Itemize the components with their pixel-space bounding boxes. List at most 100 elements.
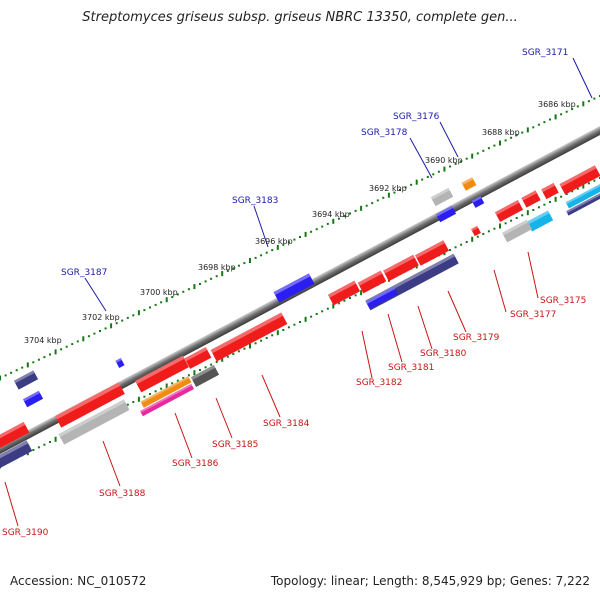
minor-tick [232, 353, 235, 355]
gene-forward-blue[interactable] [471, 196, 485, 208]
minor-tick [32, 361, 35, 364]
gene-sgr3186[interactable] [139, 383, 195, 417]
gene-orange[interactable] [140, 376, 192, 408]
callout-sgr3181 [387, 313, 403, 363]
gene-sgr3171[interactable] [559, 165, 600, 195]
gene-label-sgr3176[interactable]: SGR_3176 [393, 112, 440, 122]
gene-reverse[interactable] [494, 200, 524, 222]
minor-tick [154, 303, 157, 306]
gene-label-sgr3175[interactable]: SGR_3175 [540, 296, 586, 306]
minor-tick [337, 302, 340, 305]
gene-reverse[interactable] [521, 190, 541, 208]
gene-sgr3184[interactable] [210, 312, 288, 362]
minor-tick [565, 193, 568, 195]
minor-tick [465, 241, 468, 243]
gene-forward-small[interactable] [115, 358, 125, 368]
gene-reverse[interactable] [135, 355, 189, 393]
minor-tick [143, 309, 146, 312]
gene-label-sgr3181[interactable]: SGR_3181 [388, 363, 434, 373]
minor-tick [510, 136, 513, 139]
minor-tick [593, 97, 596, 100]
gene-label-sgr3184[interactable]: SGR_3184 [263, 419, 310, 429]
gene-label-sgr3171[interactable]: SGR_3171 [522, 48, 568, 58]
gene-reverse[interactable] [184, 347, 212, 369]
minor-tick [149, 306, 151, 309]
gene-label-sgr3179[interactable]: SGR_3179 [453, 333, 500, 343]
gene-sgr3177[interactable] [502, 219, 532, 243]
gene-cyan[interactable] [565, 183, 600, 209]
major-tick [54, 436, 57, 442]
minor-tick [260, 254, 263, 257]
minor-tick [421, 178, 424, 181]
minor-tick [65, 345, 68, 348]
minor-tick [354, 209, 357, 212]
minor-tick [215, 361, 218, 363]
minor-tick [543, 121, 546, 124]
gene-sgr3183[interactable] [273, 273, 315, 303]
gene-navy[interactable] [566, 192, 600, 216]
gene-reverse[interactable] [0, 421, 30, 453]
minor-tick [376, 199, 379, 202]
minor-tick [154, 390, 157, 393]
gene-sgr3188[interactable] [58, 399, 130, 445]
gene-label-sgr3187[interactable]: SGR_3187 [61, 268, 107, 278]
gene-navy[interactable] [13, 370, 39, 390]
gene-label-sgr3183[interactable]: SGR_3183 [232, 196, 278, 206]
genome-map[interactable]: 3686 kbp 3688 kbp 3690 kbp 3692 kbp 3694… [0, 0, 600, 560]
minor-tick [199, 369, 201, 371]
gene-label-sgr3177[interactable]: SGR_3177 [510, 310, 556, 320]
minor-tick [476, 235, 479, 238]
minor-tick [515, 134, 518, 137]
gene-track [0, 165, 600, 472]
gene-sgr3176[interactable] [461, 177, 477, 191]
gene-label-sgr3178[interactable]: SGR_3178 [361, 128, 408, 138]
major-tick [137, 396, 140, 402]
major-tick [526, 210, 529, 216]
minor-tick [482, 233, 485, 235]
major-tick [276, 330, 279, 336]
minor-tick [349, 212, 351, 215]
minor-tick [349, 297, 351, 299]
gene-label-sgr3186[interactable]: SGR_3186 [172, 459, 219, 469]
minor-tick [365, 204, 368, 207]
gene-reverse-small[interactable] [471, 225, 481, 237]
gene-label-sgr3185[interactable]: SGR_3185 [212, 440, 258, 450]
gene-label-sgr3182[interactable]: SGR_3182 [356, 378, 402, 388]
gene-forward-blue[interactable] [435, 205, 457, 223]
gene-reverse[interactable] [383, 254, 419, 282]
gene-forward-blue[interactable] [22, 390, 44, 408]
gene-label-sgr3180[interactable]: SGR_3180 [420, 349, 467, 359]
minor-tick [426, 175, 429, 178]
topology-text: Topology: linear; Length: 8,545,929 bp; … [270, 574, 590, 588]
kbp-label: 3688 kbp [482, 128, 520, 137]
callout-sgr3190 [4, 481, 19, 527]
gene-reverse[interactable] [357, 270, 387, 294]
minor-tick [71, 343, 74, 346]
map-title: Streptomyces griseus subsp. griseus NBRC… [82, 10, 518, 25]
minor-tick [321, 310, 324, 313]
minor-tick [521, 214, 524, 217]
minor-tick [176, 293, 179, 296]
callout-sgr3171 [572, 57, 593, 99]
minor-tick [532, 209, 535, 211]
gene-sgr3181[interactable] [365, 286, 399, 310]
gene-sgr3185[interactable] [190, 365, 220, 387]
gene-sgr3178[interactable] [430, 187, 454, 207]
gene-sgr3175[interactable] [526, 210, 554, 232]
gene-label-sgr3188[interactable]: SGR_3188 [99, 489, 146, 499]
minor-tick [87, 335, 90, 338]
gene-reverse[interactable] [55, 382, 125, 428]
gene-label-sgr3190[interactable]: SGR_3190 [2, 528, 49, 538]
callout-sgr3183 [253, 205, 269, 248]
minor-tick [254, 256, 257, 259]
kbp-label: 3698 kbp [198, 263, 236, 272]
callout-sgr3188 [102, 440, 121, 487]
gene-reverse[interactable] [415, 240, 449, 266]
gene-reverse[interactable] [541, 182, 559, 200]
gene-reverse[interactable] [327, 280, 361, 306]
minor-tick [115, 322, 118, 325]
minor-tick [576, 187, 579, 190]
minor-tick [171, 382, 174, 385]
gene-sgr3190[interactable] [0, 440, 33, 472]
minor-tick [310, 230, 313, 233]
